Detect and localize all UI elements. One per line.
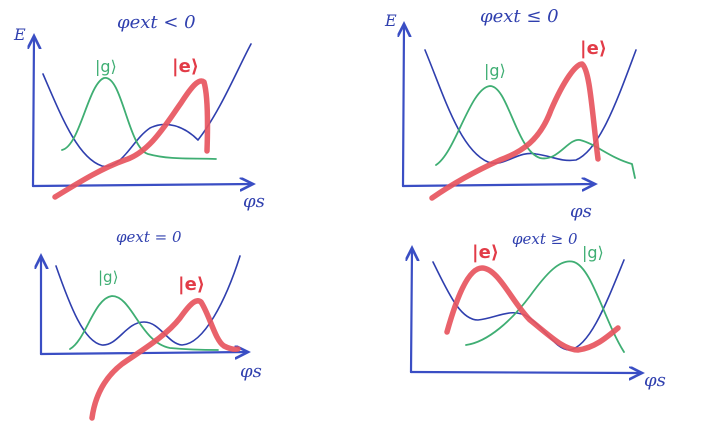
y-axis bbox=[411, 248, 412, 374]
ground-state-label: |g⟩ bbox=[98, 268, 118, 286]
excited-state-wavefunction bbox=[429, 61, 601, 201]
panel-top-left: E φs φext < 0 |g⟩ |e⟩ bbox=[13, 12, 265, 212]
excited-state-label: |e⟩ bbox=[178, 274, 205, 295]
excited-state-label: |e⟩ bbox=[580, 38, 607, 59]
panel-title: φext < 0 bbox=[117, 12, 196, 33]
panel-title: φext ≥ 0 bbox=[512, 230, 578, 248]
x-axis-label: φs bbox=[240, 361, 262, 382]
x-axis bbox=[31, 184, 253, 186]
x-axis bbox=[409, 372, 642, 373]
ground-state-wavefunction bbox=[465, 260, 625, 353]
panel-top-right: E φs φext ≤ 0 |g⟩ |e⟩ bbox=[384, 6, 637, 222]
potential-curve bbox=[424, 49, 637, 165]
excited-state-label: |e⟩ bbox=[172, 56, 199, 77]
ground-state-wavefunction bbox=[435, 85, 636, 179]
y-axis-label: E bbox=[13, 25, 26, 44]
ground-state-label: |g⟩ bbox=[582, 243, 604, 262]
x-axis bbox=[401, 184, 595, 186]
potential-curve bbox=[432, 259, 625, 351]
ground-state-wavefunction bbox=[69, 295, 219, 351]
x-axis-label: φs bbox=[644, 370, 666, 391]
panel-title: φext ≤ 0 bbox=[480, 6, 559, 27]
y-axis bbox=[403, 24, 404, 188]
panel-bottom-left: φs φext = 0 |g⟩ |e⟩ bbox=[39, 228, 262, 421]
x-axis-label: φs bbox=[243, 191, 265, 212]
ground-state-label: |g⟩ bbox=[484, 61, 506, 80]
ground-state-label: |g⟩ bbox=[95, 57, 117, 76]
ground-state-wavefunction bbox=[61, 77, 217, 160]
panel-bottom-right: φs φext ≥ 0 |e⟩ |g⟩ bbox=[411, 230, 666, 391]
panel-title: φext = 0 bbox=[116, 228, 182, 246]
excited-state-label: |e⟩ bbox=[472, 242, 499, 263]
y-axis bbox=[33, 36, 34, 188]
x-axis bbox=[39, 352, 248, 354]
excited-state-wavefunction bbox=[444, 265, 621, 353]
excited-state-wavefunction bbox=[52, 78, 211, 200]
potential-curve bbox=[42, 43, 252, 167]
x-axis-label: φs bbox=[570, 201, 592, 222]
y-axis-label: E bbox=[384, 11, 397, 30]
excited-state-wavefunction bbox=[89, 298, 241, 421]
